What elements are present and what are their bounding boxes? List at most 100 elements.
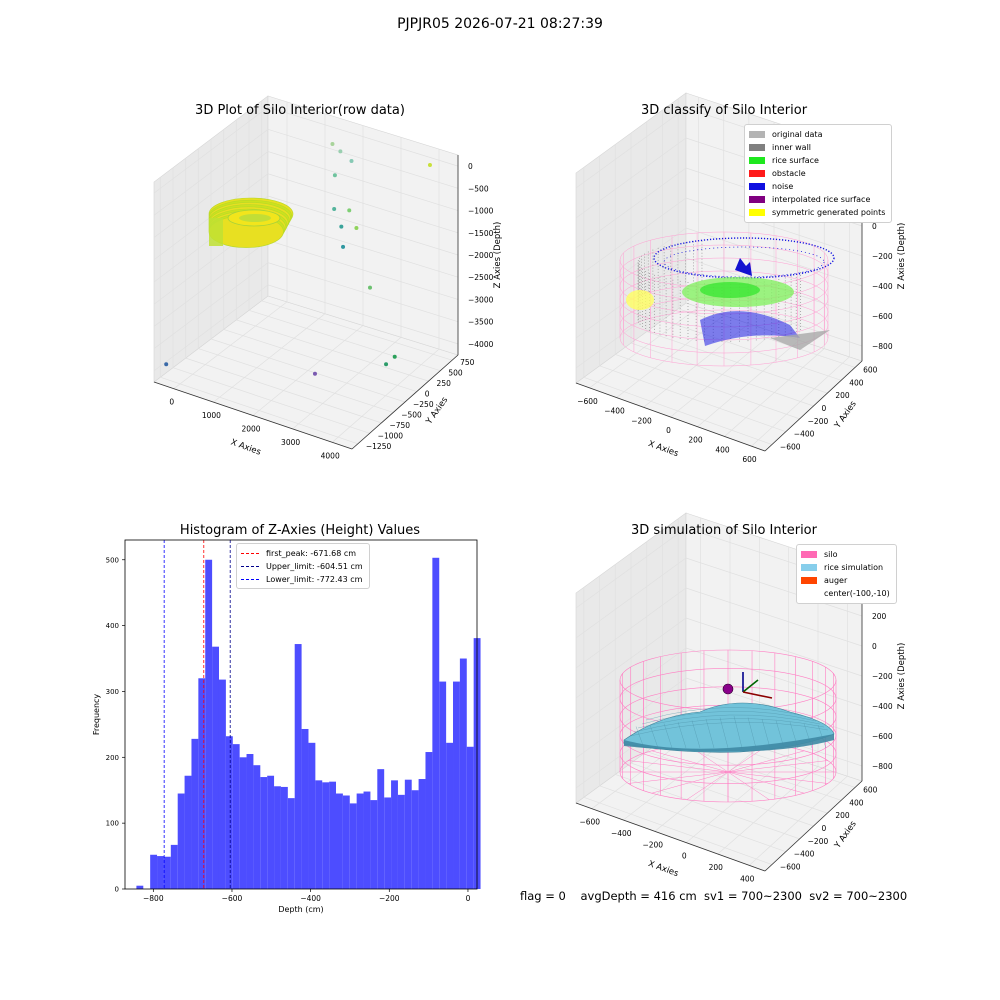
histogram-bar (342, 795, 350, 889)
z-axis-label: Z Axies (Depth) (897, 223, 907, 290)
histogram-bar (157, 856, 164, 889)
legend-swatch (749, 209, 765, 216)
x-axis-label: Depth (cm) (278, 905, 323, 914)
grid-line (153, 128, 459, 216)
outlier-point (392, 354, 397, 359)
silo-floor-spoke (727, 750, 805, 773)
histogram-bar (370, 800, 378, 889)
silo-floor-spoke (628, 760, 729, 773)
grid-line (575, 197, 863, 279)
y-tick-label: 400 (849, 798, 864, 807)
y-tick-label: 200 (835, 811, 850, 820)
legend-label: interpolated rice surface (772, 195, 871, 204)
cluster-hole (239, 214, 271, 222)
surface-mesh-line (633, 718, 825, 733)
legend-entry-noise: noise (749, 180, 885, 193)
histogram-bar (225, 736, 233, 889)
x-axis-line (575, 802, 766, 872)
surface-mesh-line (641, 711, 817, 725)
y-tick-label: 0 (115, 886, 119, 894)
legend-swatch (801, 590, 817, 597)
legend-label: auger (824, 576, 848, 585)
legend-entry-rice-simulation: rice simulation (801, 561, 890, 574)
histogram-bar (287, 798, 295, 889)
legend-swatch (801, 551, 817, 558)
grid-line (210, 338, 406, 403)
grid-line (646, 331, 828, 394)
surface-mesh-line (719, 717, 729, 749)
x-axis-label: X Axies (229, 438, 262, 458)
grid-line (153, 106, 459, 194)
histogram-bar (150, 854, 158, 889)
x-tick-label: −400 (300, 894, 321, 903)
histogram-bar (466, 746, 474, 889)
legend-label: center(-100,-10) (824, 589, 890, 598)
z-tick-label: −200 (872, 672, 893, 681)
histogram-bar (308, 742, 316, 889)
histogram-bar (205, 559, 213, 889)
y-tick-label: 750 (460, 358, 475, 367)
figure-suptitle: PJPJR05 2026-07-21 08:27:39 (397, 16, 603, 32)
silo-floor-spoke (727, 771, 828, 784)
x-axis-label: X Axies (647, 859, 680, 879)
histogram-bar (459, 658, 467, 889)
x-axis-line (575, 382, 766, 452)
silo-floor-spoke (686, 771, 729, 800)
histogram-bar (418, 779, 426, 889)
z-tick-label: −2500 (468, 273, 494, 282)
histogram-bar (404, 779, 412, 889)
y-tick-label: −200 (808, 837, 829, 846)
z-tick-label: −1500 (468, 229, 494, 238)
legend-swatch (801, 564, 817, 571)
histogram-bar (377, 769, 385, 889)
z-tick-label: 0 (468, 162, 473, 171)
surface-mesh-line (747, 717, 757, 749)
y-axis-line (764, 780, 863, 872)
histogram-bar (329, 781, 337, 889)
simulation-legend: silo rice simulation auger center(-100,-… (796, 544, 897, 604)
grid-line (172, 367, 370, 434)
surface-mesh-line (645, 707, 813, 721)
legend-label: symmetric generated points (772, 208, 886, 217)
outlier-point (332, 173, 337, 178)
y-tick-label: −250 (413, 400, 434, 409)
surface-mesh-line (677, 721, 687, 749)
histogram-bar (453, 681, 460, 889)
cluster-side (209, 218, 223, 246)
grid-line (261, 300, 453, 361)
y-tick-label: 250 (437, 379, 452, 388)
legend-entry-lower-limit: Lower_limit: -772.43 cm (241, 573, 363, 586)
legend-swatch (801, 577, 817, 584)
histogram-bar (170, 844, 178, 889)
y-tick-label: −200 (808, 417, 829, 426)
y-axis-label: Y Axies (832, 399, 859, 431)
x-tick-label: 0 (682, 852, 687, 861)
z-tick-label: −2000 (468, 251, 494, 260)
x-tick-label: −400 (604, 407, 625, 416)
legend-entry-original-data: original data (749, 128, 885, 141)
z-tick-label: 0 (872, 642, 877, 651)
histogram-bar (218, 679, 226, 889)
histogram-bar (336, 793, 343, 889)
legend-label: noise (772, 182, 794, 191)
histogram-bar (446, 742, 454, 889)
grid-line (575, 257, 863, 339)
z-tick-label: −1000 (468, 207, 494, 216)
z-axis-label: Z Axies (Depth) (897, 643, 907, 710)
histogram-bar (260, 777, 268, 889)
raw-data-3d-plot: 010002000300040007505002500−250−500−750−… (153, 95, 503, 460)
histogram-bar (177, 793, 185, 889)
legend-label: inner wall (772, 143, 812, 152)
legend-entry-obstacle: obstacle (749, 167, 885, 180)
histogram-bar (267, 775, 275, 889)
y-tick-label: 400 (106, 622, 119, 630)
histogram-bar (425, 752, 433, 889)
histogram-bar (349, 803, 357, 889)
legend-label: obstacle (772, 169, 806, 178)
surface-mesh-line (629, 722, 829, 737)
rice-surface-core (700, 282, 760, 298)
histogram-bar (246, 754, 254, 889)
grid-line (630, 762, 814, 827)
histogram-bar (315, 780, 323, 889)
legend-entry-interpolated: interpolated rice surface (749, 193, 885, 206)
